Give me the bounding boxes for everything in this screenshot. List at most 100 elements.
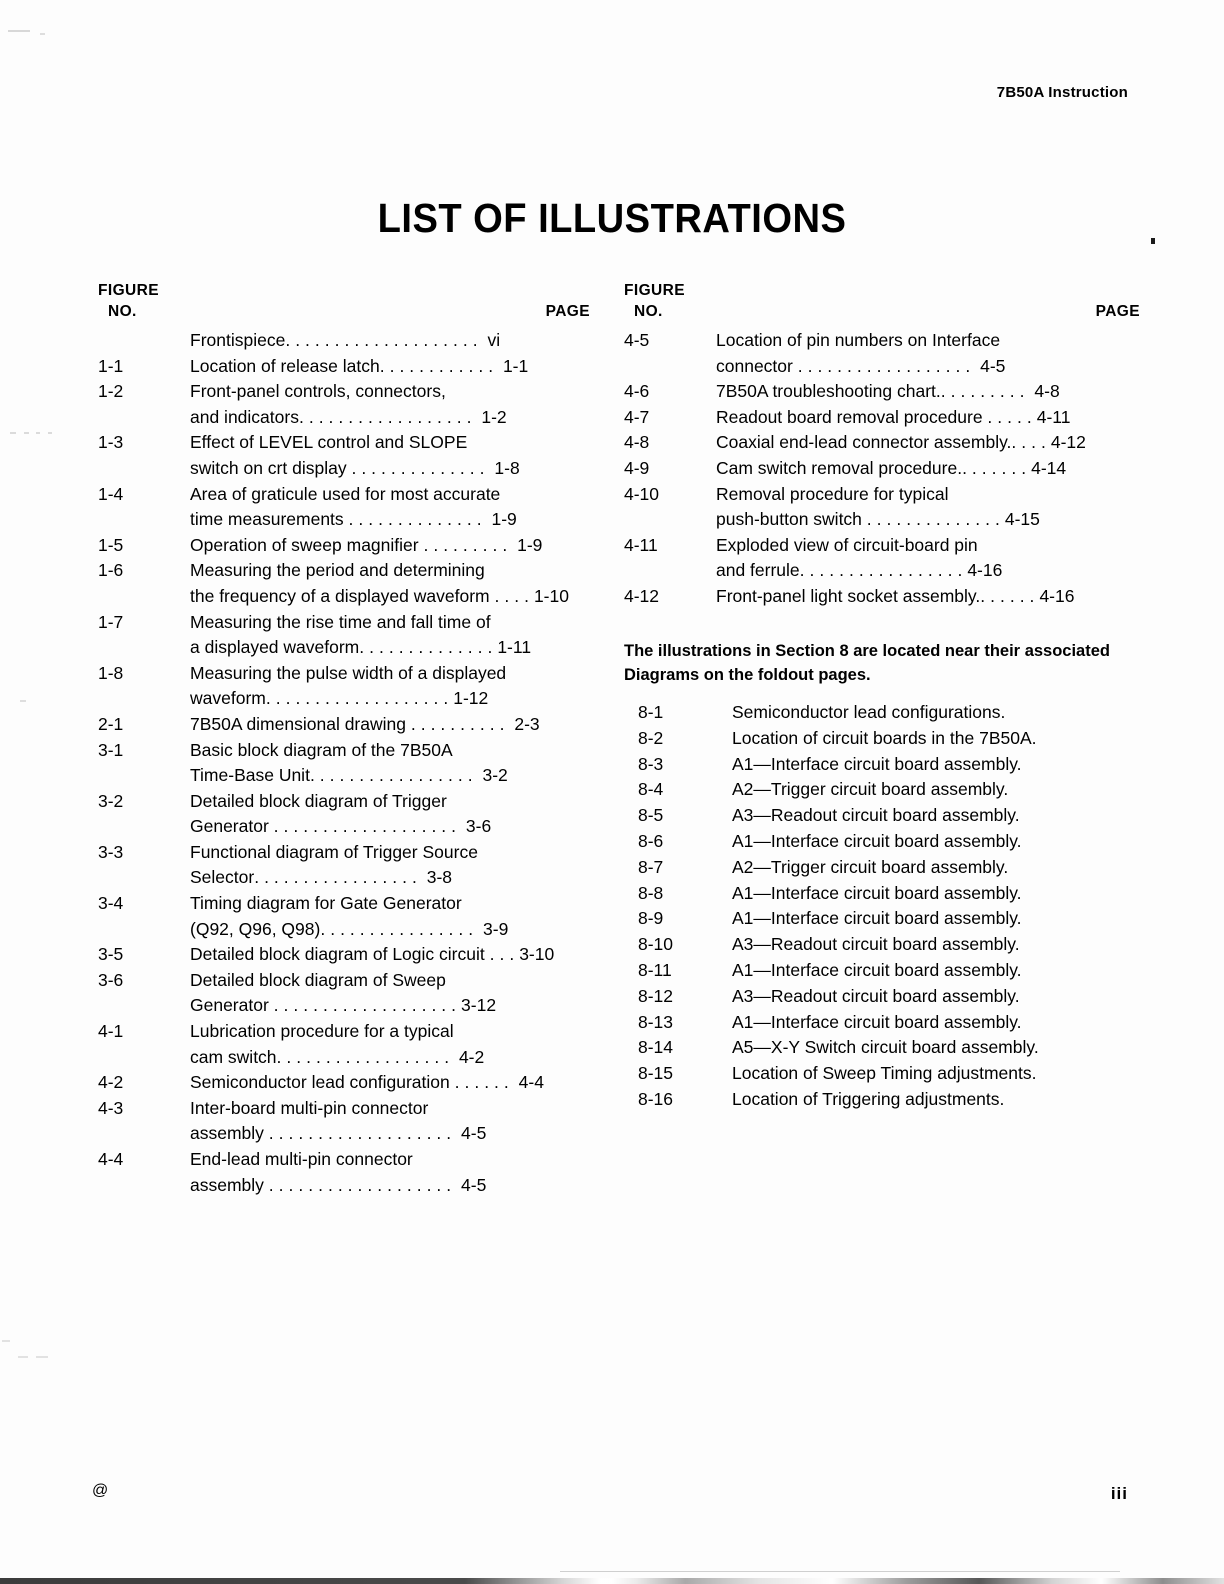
illustration-title-cell: assembly ................... 4-5	[190, 1121, 590, 1147]
illustration-entry-line: Time-Base Unit................. 3-2	[190, 763, 590, 789]
illustration-title: Generator	[190, 995, 274, 1016]
figure-number	[98, 993, 190, 1019]
illustration-entry-line: and indicators.................. 1-2	[190, 405, 590, 431]
illustration-title: Measuring the pulse width of a displayed	[190, 662, 507, 683]
table-row: 3-6 Detailed block diagram of Sweep	[98, 968, 590, 994]
table-row: the frequency of a displayed waveform ..…	[98, 584, 590, 610]
illustration-entry-line: Front-panel light socket assembly.......…	[716, 584, 1140, 610]
table-row: 4-3 Inter-board multi-pin connector	[98, 1096, 590, 1122]
illustration-title-cell: Generator ................... 3-6	[190, 814, 590, 840]
illustration-title: A3—Readout circuit board assembly.	[732, 934, 1020, 955]
figure-number: 3-4	[98, 893, 124, 914]
table-row: 8-12 A3—Readout circuit board assembly.	[624, 984, 1144, 1010]
illustration-title: the frequency of a displayed waveform	[190, 585, 495, 606]
illustration-title-cell: Removal procedure for typical	[716, 482, 1140, 508]
figure-number: 8-11	[638, 959, 672, 980]
figure-number: 8-15	[638, 1063, 674, 1084]
illustration-title: Area of graticule used for most accurate	[190, 483, 501, 504]
illustration-title-cell: Semiconductor lead configuration ...... …	[190, 1070, 590, 1096]
table-row: 4-6 7B50A troubleshooting chart..........…	[624, 379, 1140, 405]
illustration-title: Measuring the period and determining	[190, 560, 485, 581]
table-row: 8-8 A1—Interface circuit board assembly.	[624, 881, 1144, 907]
illustration-title-cell: Location of release latch............ 1-…	[190, 354, 590, 380]
illustration-page-number: 4-4	[513, 1072, 544, 1093]
illustration-page-number: 4-5	[456, 1123, 487, 1144]
table-row: 1-1 Location of release latch............…	[98, 354, 590, 380]
illustration-title: Semiconductor lead configuration	[190, 1072, 455, 1093]
illustration-title: connector	[716, 355, 798, 376]
table-row: (Q92, Q96, Q98)................ 3-9	[98, 917, 590, 943]
table-row: 4-7 Readout board removal procedure .....…	[624, 405, 1140, 431]
illustration-title: Operation of sweep magnifier	[190, 534, 424, 555]
table-row: 8-4 A2—Trigger circuit board assembly.	[624, 777, 1144, 803]
illustration-title: Functional diagram of Trigger Source	[190, 841, 478, 862]
illustration-entry-line: Coaxial end-lead connector assembly.....…	[716, 430, 1140, 456]
illustration-title: cam switch	[190, 1046, 277, 1067]
illustration-title: Detailed block diagram of Logic circuit	[190, 944, 490, 965]
illustration-title-cell: Detailed block diagram of Trigger	[190, 789, 590, 815]
table-row: waveform...................1-12	[98, 686, 590, 712]
table-row: 1-7 Measuring the rise time and fall time…	[98, 610, 590, 636]
illustration-title-cell: Basic block diagram of the 7B50A	[190, 738, 590, 764]
illustration-page-number: 3-10	[519, 944, 555, 965]
leader-dots: ....................	[285, 330, 483, 350]
illustration-title: A2—Trigger circuit board assembly.	[732, 856, 1009, 877]
scan-artifact	[36, 432, 40, 434]
illustration-title: End-lead multi-pin connector	[190, 1149, 413, 1169]
illustration-title-cell: assembly ................... 4-5	[190, 1173, 590, 1199]
scan-artifact	[36, 1356, 48, 1358]
figure-number: 1-4	[98, 483, 124, 504]
figure-number: 1-3	[98, 432, 124, 453]
illustration-entry-line: Location of release latch............ 1-…	[190, 354, 590, 380]
leader-dots: ..............	[866, 509, 1005, 530]
illustration-page-number: vi	[482, 330, 501, 350]
illustration-title-cell: Measuring the period and determining	[190, 558, 590, 584]
illustration-entry-line: a displayed waveform..............1-11	[190, 635, 590, 661]
illustration-title-cell: Location of pin numbers on Interface	[716, 328, 1140, 354]
illustration-page-number: 2-3	[509, 713, 540, 734]
table-row: 3-3 Functional diagram of Trigger Source	[98, 840, 590, 866]
illustration-title: Front-panel light socket assembly.	[716, 585, 981, 606]
illustration-title-cell: Time-Base Unit................. 3-2	[190, 763, 590, 789]
leader-dots: ............	[379, 355, 499, 376]
figure-number	[98, 405, 190, 431]
illustration-title: A2—Trigger circuit board assembly.	[732, 779, 1009, 800]
illustration-title-cell: connector .................. 4-5	[716, 354, 1140, 380]
scan-artifact	[48, 432, 52, 434]
illustration-page-number: 1-12	[453, 688, 489, 709]
leader-dots: ..............	[348, 509, 487, 530]
illustration-title-cell: Detailed block diagram of Sweep	[190, 968, 590, 994]
illustration-title: Readout board removal procedure	[716, 406, 988, 427]
table-row: Selector................. 3-8	[98, 865, 590, 891]
scan-artifact	[18, 1356, 28, 1358]
figure-number: 3-2	[98, 790, 124, 811]
figure-number: 8-13	[638, 1011, 674, 1032]
figure-label: FIGURE	[624, 282, 685, 299]
illustration-title-cell: Area of graticule used for most accurate	[190, 482, 590, 508]
illustration-title: Semiconductor lead configurations.	[732, 702, 1006, 722]
illustration-entry-line: and ferrule.................4-16	[716, 558, 1140, 584]
table-row: 4-4 End-lead multi-pin connector	[98, 1147, 590, 1173]
figure-number: 8-1	[638, 702, 664, 722]
table-row: 4-5 Location of pin numbers on Interface	[624, 328, 1140, 354]
figure-number: 8-12	[638, 985, 674, 1006]
table-row: assembly ................... 4-5	[98, 1121, 590, 1147]
left-column: FIGURE NO. PAGE Frontispiece............…	[98, 280, 590, 1198]
illustration-page-number: 3-12	[461, 995, 497, 1016]
illustration-title-cell: a displayed waveform..............1-11	[190, 635, 590, 661]
figure-no-label: NO.	[634, 303, 663, 320]
illustration-title: Cam switch removal procedure.	[716, 457, 963, 478]
illustration-title-cell: Frontispiece.................... vi	[190, 328, 590, 354]
illustration-page-number: 4-16	[1039, 585, 1075, 606]
illustration-title-cell: Timing diagram for Gate Generator	[190, 891, 590, 917]
leader-dots: ...	[489, 944, 520, 965]
illustration-title: Exploded view of circuit-board pin	[716, 534, 978, 555]
illustration-title-cell: Lubrication procedure for a typical	[190, 1019, 590, 1045]
table-row: 8-15 Location of Sweep Timing adjustments…	[624, 1061, 1144, 1087]
illustration-title-cell: Exploded view of circuit-board pin	[716, 533, 1140, 559]
figure-number: 1-2	[98, 381, 124, 402]
figure-number: 1-6	[98, 560, 124, 581]
illustration-page-number: 1-1	[498, 355, 529, 376]
table-row: Time-Base Unit................. 3-2	[98, 763, 590, 789]
